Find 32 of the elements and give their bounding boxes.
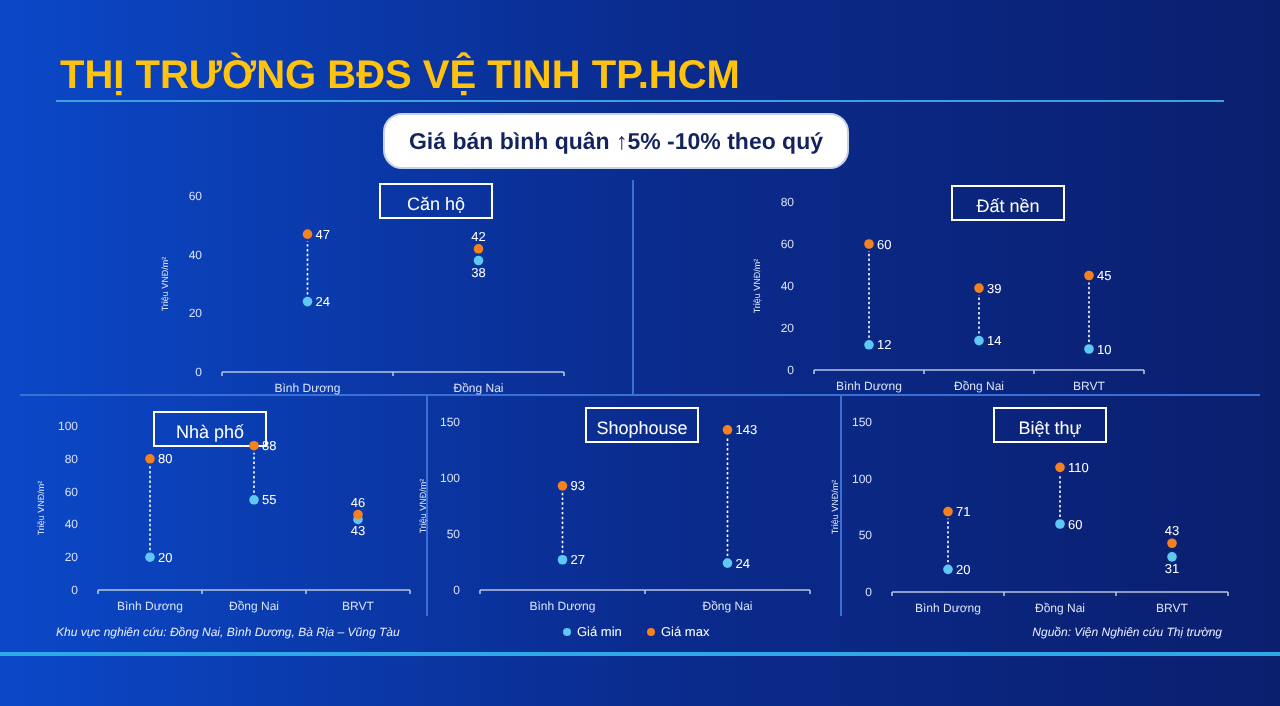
point xyxy=(473,244,484,254)
point xyxy=(1084,344,1094,354)
point xyxy=(145,552,155,562)
point xyxy=(557,481,568,491)
point xyxy=(353,509,363,520)
chart-title: Shophouse xyxy=(596,418,688,438)
point xyxy=(722,425,733,435)
point xyxy=(974,283,984,293)
chart-title: Căn hộ xyxy=(406,194,466,214)
point xyxy=(1055,519,1065,529)
point xyxy=(722,558,733,568)
point xyxy=(302,296,313,307)
point xyxy=(1084,270,1094,281)
point xyxy=(1055,462,1065,473)
text: Giá bán bình quân ↑5% -10% theo quý xyxy=(408,131,825,155)
point xyxy=(557,554,568,565)
point xyxy=(864,340,874,350)
point xyxy=(864,239,874,249)
text: THỊ TRƯỜNG BĐS VỆ TINH TP.HCM xyxy=(60,52,740,98)
chart-title: Đất nền xyxy=(976,196,1040,216)
point xyxy=(145,454,155,464)
point xyxy=(249,495,259,505)
point xyxy=(1167,538,1177,549)
chart-title: Nhà phố xyxy=(175,422,245,442)
point xyxy=(1167,552,1177,562)
point xyxy=(302,229,313,239)
point xyxy=(974,335,984,346)
chart-title: Biệt thự xyxy=(1018,418,1082,438)
point xyxy=(249,440,259,451)
point xyxy=(473,255,484,266)
point xyxy=(943,506,953,517)
point xyxy=(943,564,953,575)
